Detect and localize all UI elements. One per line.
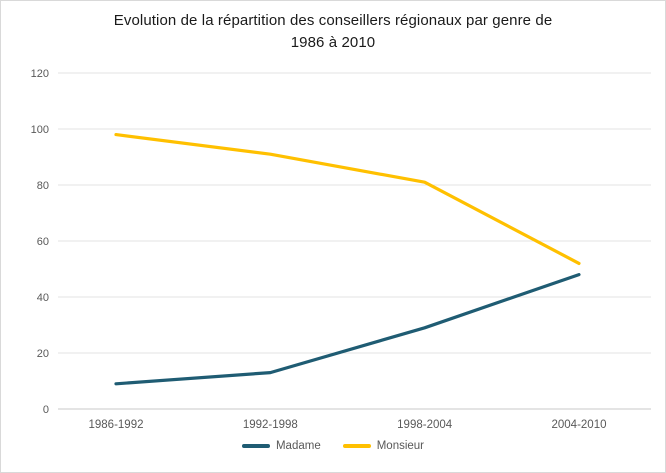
chart-title-line1: Evolution de la répartition des conseill… [113,12,553,29]
legend-item-madame: Madame [241,440,321,452]
x-tick-label: 2004-2010 [551,419,606,431]
x-tick-label: 1998-2004 [397,419,453,431]
legend-swatch-madame [241,444,270,448]
series-line-monsieur [114,133,581,265]
legend-swatch-monsieur [342,444,371,448]
chart-legend: Madame Monsieur [1,440,665,452]
y-tick-label: 60 [37,236,49,248]
y-tick-label: 120 [31,68,49,80]
chart-title: Evolution de la répartition des conseill… [1,10,665,54]
legend-item-monsieur: Monsieur [342,440,425,452]
y-tick-label: 80 [37,180,49,192]
legend-label-monsieur: Monsieur [376,440,425,452]
chart-title-line2: 1986 à 2010 [290,34,376,51]
y-tick-label: 0 [43,404,49,416]
y-tick-label: 100 [31,124,49,136]
y-tick-label: 40 [37,292,49,304]
x-tick-label: 1986-1992 [89,419,144,431]
x-tick-label: 1992-1998 [243,419,298,431]
series-line-madame [114,273,581,386]
y-tick-label: 20 [37,348,49,360]
legend-label-madame: Madame [275,440,321,452]
